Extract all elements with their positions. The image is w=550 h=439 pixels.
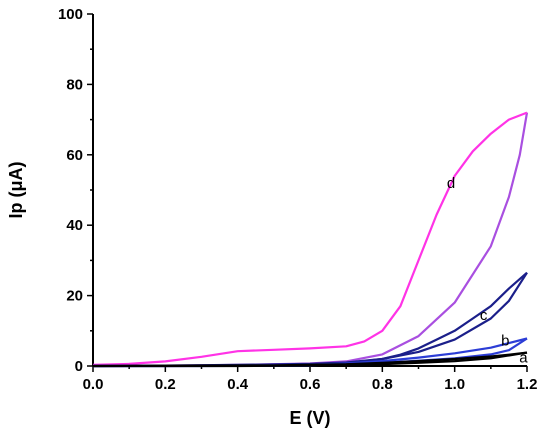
curve-label-d: d — [447, 175, 455, 192]
curve-label-c: c — [480, 307, 488, 324]
series-layer — [92, 111, 529, 368]
series-a-reverse-scan — [92, 351, 528, 368]
y-axis-title: Ip (μA) — [6, 161, 26, 218]
y-tick-label: 40 — [66, 217, 83, 234]
curve-label-a: a — [519, 349, 528, 366]
series-labels: d cba — [447, 175, 528, 366]
axes: 0.0 0.2 0.4 0.6 0.8 1.0 1.2 0 20 40 60 80 100 — [58, 6, 537, 393]
series-a — [92, 351, 528, 368]
x-tick-label: 1.2 — [517, 376, 538, 393]
series-d-forward-scan — [93, 112, 529, 368]
y-tick-label: 0 — [75, 358, 83, 375]
x-tick-label: 0.8 — [372, 376, 393, 393]
x-tick-label: 0.6 — [300, 376, 321, 393]
y-tick-label: 100 — [58, 6, 83, 23]
series-d — [92, 111, 529, 368]
curve-label-b: b — [501, 333, 509, 350]
y-tick-label: 20 — [66, 288, 83, 305]
x-tick-label: 0.0 — [83, 376, 104, 393]
y-tick-label: 80 — [66, 76, 83, 93]
series-d-reverse-scan — [92, 111, 528, 366]
x-tick-label: 0.2 — [155, 376, 176, 393]
x-tick-label: 1.0 — [444, 376, 465, 393]
y-tick-label: 60 — [66, 147, 83, 164]
x-tick-label: 0.4 — [227, 376, 249, 393]
x-axis-title: E (V) — [289, 408, 330, 428]
